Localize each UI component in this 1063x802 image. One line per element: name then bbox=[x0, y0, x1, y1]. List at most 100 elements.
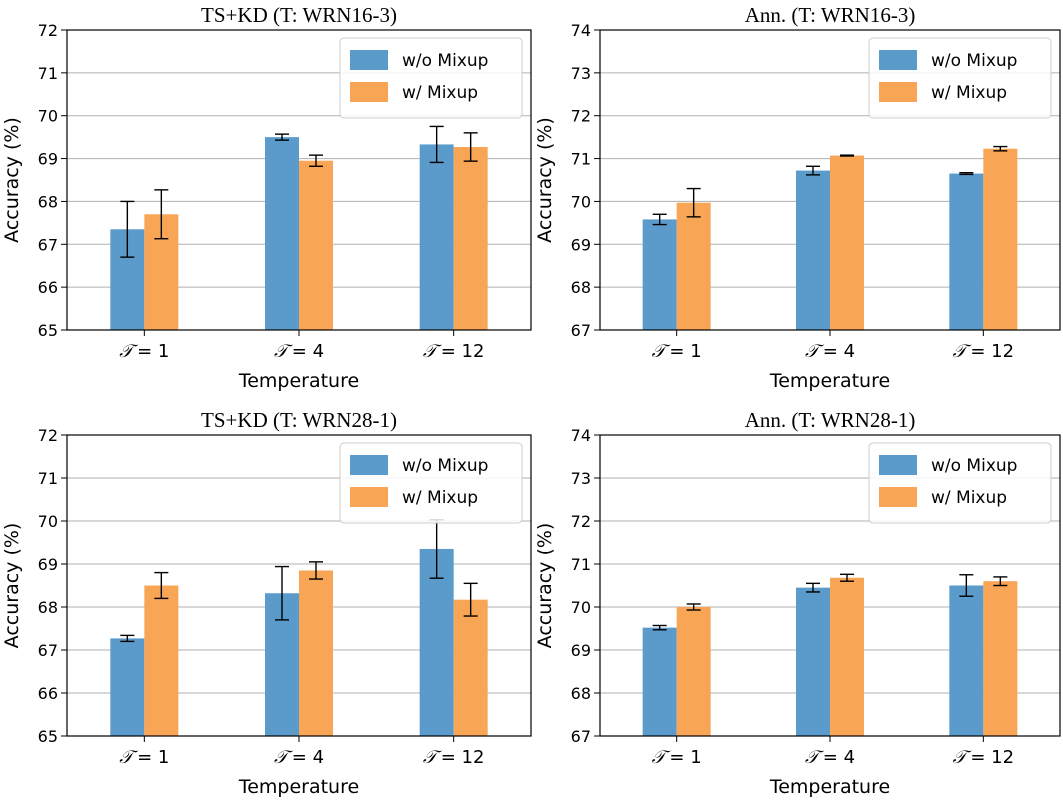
x-tick-symbol: 𝒯 bbox=[423, 341, 442, 362]
bar bbox=[299, 160, 333, 330]
x-tick-label: 𝒯 = 4 bbox=[274, 341, 324, 362]
x-tick-label: 𝒯 = 4 bbox=[805, 747, 855, 768]
y-axis-label: Accuracy (%) bbox=[534, 523, 556, 649]
x-tick-value: = 4 bbox=[292, 341, 324, 362]
y-tick-label: 73 bbox=[571, 469, 591, 488]
bar bbox=[983, 581, 1018, 736]
y-tick-label: 71 bbox=[571, 150, 591, 169]
y-tick-label: 71 bbox=[38, 469, 58, 488]
x-tick-label: 𝒯 = 4 bbox=[274, 747, 324, 768]
legend-label: w/o Mixup bbox=[402, 51, 488, 71]
x-tick-value: = 4 bbox=[823, 747, 855, 768]
y-tick-label: 67 bbox=[38, 235, 58, 254]
x-tick-label: 𝒯 = 12 bbox=[953, 747, 1015, 768]
y-tick-label: 65 bbox=[38, 321, 58, 340]
legend-swatch bbox=[879, 82, 917, 102]
legend-swatch bbox=[879, 487, 917, 507]
y-axis-label: Accuracy (%) bbox=[1, 523, 23, 649]
bar bbox=[453, 599, 488, 736]
x-tick-symbol: 𝒯 bbox=[423, 747, 442, 768]
legend-label: w/ Mixup bbox=[402, 488, 478, 508]
y-tick-label: 68 bbox=[571, 684, 591, 703]
x-tick-value: = 12 bbox=[970, 341, 1014, 362]
y-tick-label: 72 bbox=[571, 512, 591, 531]
x-tick-symbol: 𝒯 bbox=[274, 747, 293, 768]
legend-swatch bbox=[350, 487, 388, 507]
legend-label: w/ Mixup bbox=[402, 83, 478, 103]
plot-frame bbox=[599, 29, 1061, 331]
y-tick-label: 74 bbox=[571, 21, 591, 40]
bar bbox=[642, 627, 677, 736]
legend-swatch bbox=[879, 50, 917, 70]
bar bbox=[299, 570, 333, 736]
x-tick-symbol: 𝒯 bbox=[119, 747, 138, 768]
bar bbox=[676, 202, 711, 330]
x-axis-label: Temperature bbox=[769, 776, 890, 798]
x-tick-value: = 12 bbox=[441, 341, 485, 362]
y-tick-label: 66 bbox=[38, 684, 58, 703]
plot-frame bbox=[599, 434, 1061, 737]
x-tick-symbol: 𝒯 bbox=[274, 341, 293, 362]
x-tick-label: 𝒯 = 1 bbox=[119, 341, 169, 362]
x-axis-label: Temperature bbox=[238, 776, 359, 798]
y-axis-label: Accuracy (%) bbox=[534, 117, 556, 243]
y-tick-label: 68 bbox=[571, 278, 591, 297]
x-tick-value: = 1 bbox=[137, 747, 169, 768]
x-tick-symbol: 𝒯 bbox=[805, 747, 824, 768]
bar bbox=[830, 577, 864, 736]
x-tick-value: = 1 bbox=[669, 747, 701, 768]
x-tick-value: = 12 bbox=[441, 747, 485, 768]
x-tick-symbol: 𝒯 bbox=[953, 341, 972, 362]
plot-frame bbox=[66, 29, 532, 331]
chart-title: Ann. (T: WRN16-3) bbox=[745, 3, 916, 27]
y-tick-label: 67 bbox=[38, 641, 58, 660]
x-tick-value: = 1 bbox=[137, 341, 169, 362]
bar bbox=[419, 548, 454, 736]
y-tick-label: 68 bbox=[38, 192, 58, 211]
y-tick-label: 66 bbox=[38, 278, 58, 297]
y-tick-label: 69 bbox=[571, 235, 591, 254]
bar bbox=[796, 587, 830, 736]
legend-label: w/ Mixup bbox=[931, 83, 1007, 103]
x-tick-symbol: 𝒯 bbox=[805, 341, 824, 362]
bar bbox=[419, 144, 454, 330]
chart-title: TS+KD (T: WRN28-1) bbox=[201, 408, 397, 432]
legend-label: w/o Mixup bbox=[931, 456, 1017, 476]
legend-swatch bbox=[350, 455, 388, 475]
y-tick-label: 72 bbox=[571, 107, 591, 126]
x-tick-symbol: 𝒯 bbox=[652, 341, 671, 362]
x-tick-label: 𝒯 = 1 bbox=[652, 341, 702, 362]
y-tick-label: 69 bbox=[38, 555, 58, 574]
legend-swatch bbox=[350, 82, 388, 102]
y-tick-label: 73 bbox=[571, 64, 591, 83]
y-tick-label: 67 bbox=[571, 727, 591, 746]
x-axis-label: Temperature bbox=[238, 370, 359, 392]
plot-frame bbox=[66, 434, 532, 737]
y-tick-label: 70 bbox=[571, 598, 591, 617]
legend-swatch bbox=[350, 50, 388, 70]
y-tick-label: 72 bbox=[38, 21, 58, 40]
y-tick-label: 71 bbox=[38, 64, 58, 83]
y-tick-label: 69 bbox=[38, 150, 58, 169]
y-axis-label: Accuracy (%) bbox=[1, 117, 23, 243]
legend-label: w/ Mixup bbox=[931, 488, 1007, 508]
bar bbox=[453, 147, 488, 330]
bar bbox=[110, 638, 145, 736]
x-tick-label: 𝒯 = 1 bbox=[652, 747, 702, 768]
legend-label: w/o Mixup bbox=[402, 456, 488, 476]
x-tick-label: 𝒯 = 12 bbox=[423, 341, 485, 362]
x-tick-label: 𝒯 = 12 bbox=[423, 747, 485, 768]
bar bbox=[144, 585, 179, 736]
x-tick-symbol: 𝒯 bbox=[119, 341, 138, 362]
bar bbox=[949, 173, 984, 330]
x-axis-label: Temperature bbox=[769, 370, 890, 392]
y-tick-label: 72 bbox=[38, 426, 58, 445]
y-tick-label: 67 bbox=[571, 321, 591, 340]
y-tick-label: 74 bbox=[571, 426, 591, 445]
x-tick-label: 𝒯 = 12 bbox=[953, 341, 1015, 362]
legend-label: w/o Mixup bbox=[931, 51, 1017, 71]
